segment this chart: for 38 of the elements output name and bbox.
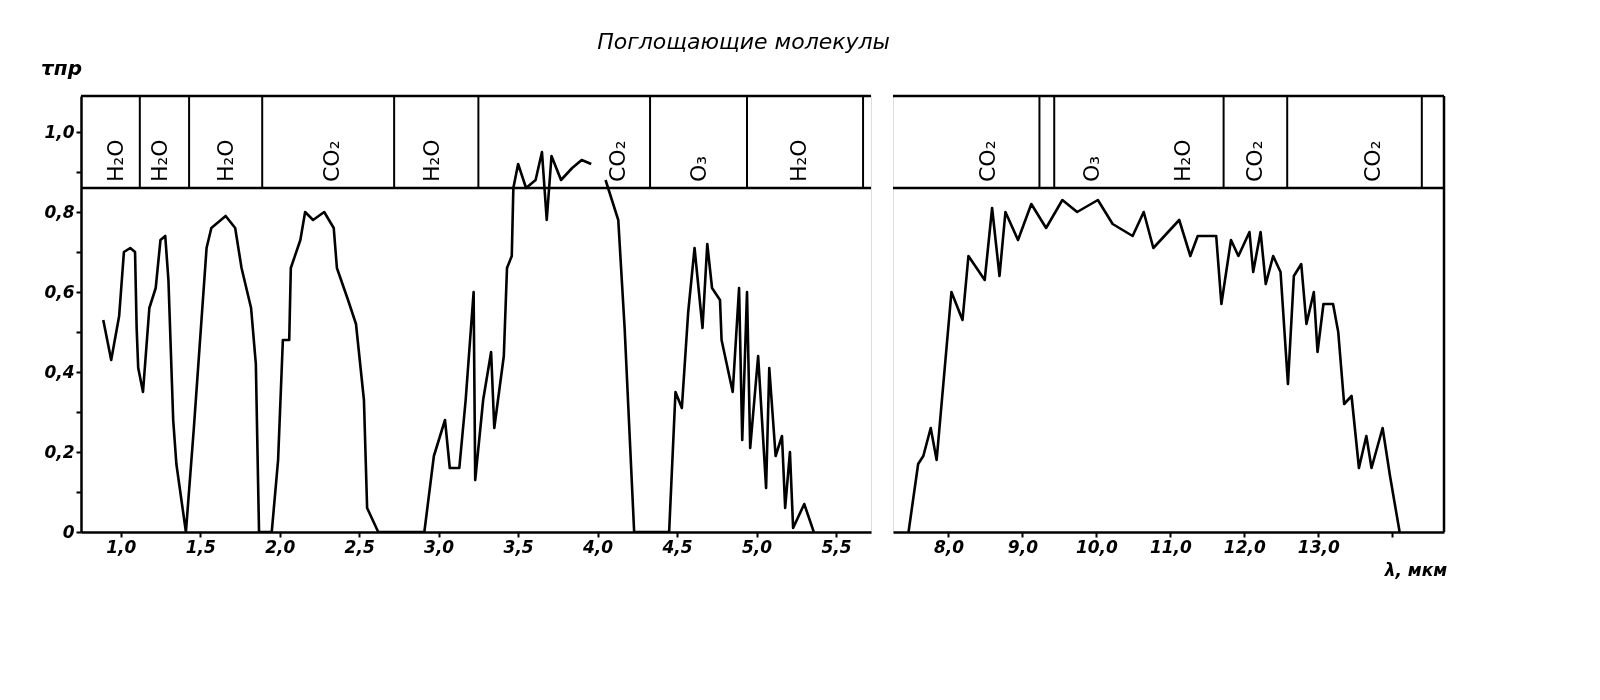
annotation: H₂O xyxy=(1169,139,1195,182)
x-tick-label: 9,0 xyxy=(1007,536,1039,557)
x-tick-label: 10,0 xyxy=(1075,536,1119,557)
x-tick-label: 12,0 xyxy=(1223,536,1266,557)
annotation: CO₂ xyxy=(1360,140,1385,182)
x-tick-label: 1,0 xyxy=(106,536,137,557)
x-tick-label: 3,5 xyxy=(503,536,534,557)
annotation: CO₂ xyxy=(605,140,631,182)
annotation: H₂O xyxy=(786,139,812,182)
x-tick-label: 3,0 xyxy=(424,536,455,557)
x-tick-label: 11,0 xyxy=(1149,536,1192,557)
x-tick-label: 8,0 xyxy=(933,536,965,557)
annotation: H₂O xyxy=(147,139,173,182)
x-tick-label: 13,0 xyxy=(1297,536,1340,557)
y-tick-label: 1,0 xyxy=(44,121,75,142)
annotation: O₃ xyxy=(686,155,712,182)
x-tick-label: 2,5 xyxy=(344,536,375,557)
annotation: H₂O xyxy=(419,139,445,182)
annotation: CO₂ xyxy=(319,140,345,182)
annotation: H₂O xyxy=(212,139,238,182)
x-tick-label: 4,5 xyxy=(661,536,693,557)
annotation: CO₂ xyxy=(1241,140,1267,182)
x-tick-label: 2,0 xyxy=(265,536,296,557)
y-tick-label: 0,4 xyxy=(44,361,75,382)
annotation: H₂O xyxy=(102,139,128,182)
x-tick-label: 4,0 xyxy=(582,536,614,557)
y-tick-label: 0,6 xyxy=(44,281,75,302)
y-tick-label: 0,8 xyxy=(44,201,75,222)
annotation: O₃ xyxy=(1078,155,1104,182)
y-tick-label: 0 xyxy=(62,521,75,542)
x-axis-title: λ, мкм xyxy=(1383,559,1448,580)
annotation: CO₂ xyxy=(975,140,1001,182)
chart-title: Поглощающие молекулы xyxy=(597,28,890,54)
y-axis-title: τпр xyxy=(41,55,82,80)
x-tick-label: 1,5 xyxy=(185,536,216,557)
x-tick-label: 5,5 xyxy=(821,536,852,557)
y-tick-label: 0,2 xyxy=(44,441,75,462)
x-tick-label: 5,0 xyxy=(741,536,773,557)
